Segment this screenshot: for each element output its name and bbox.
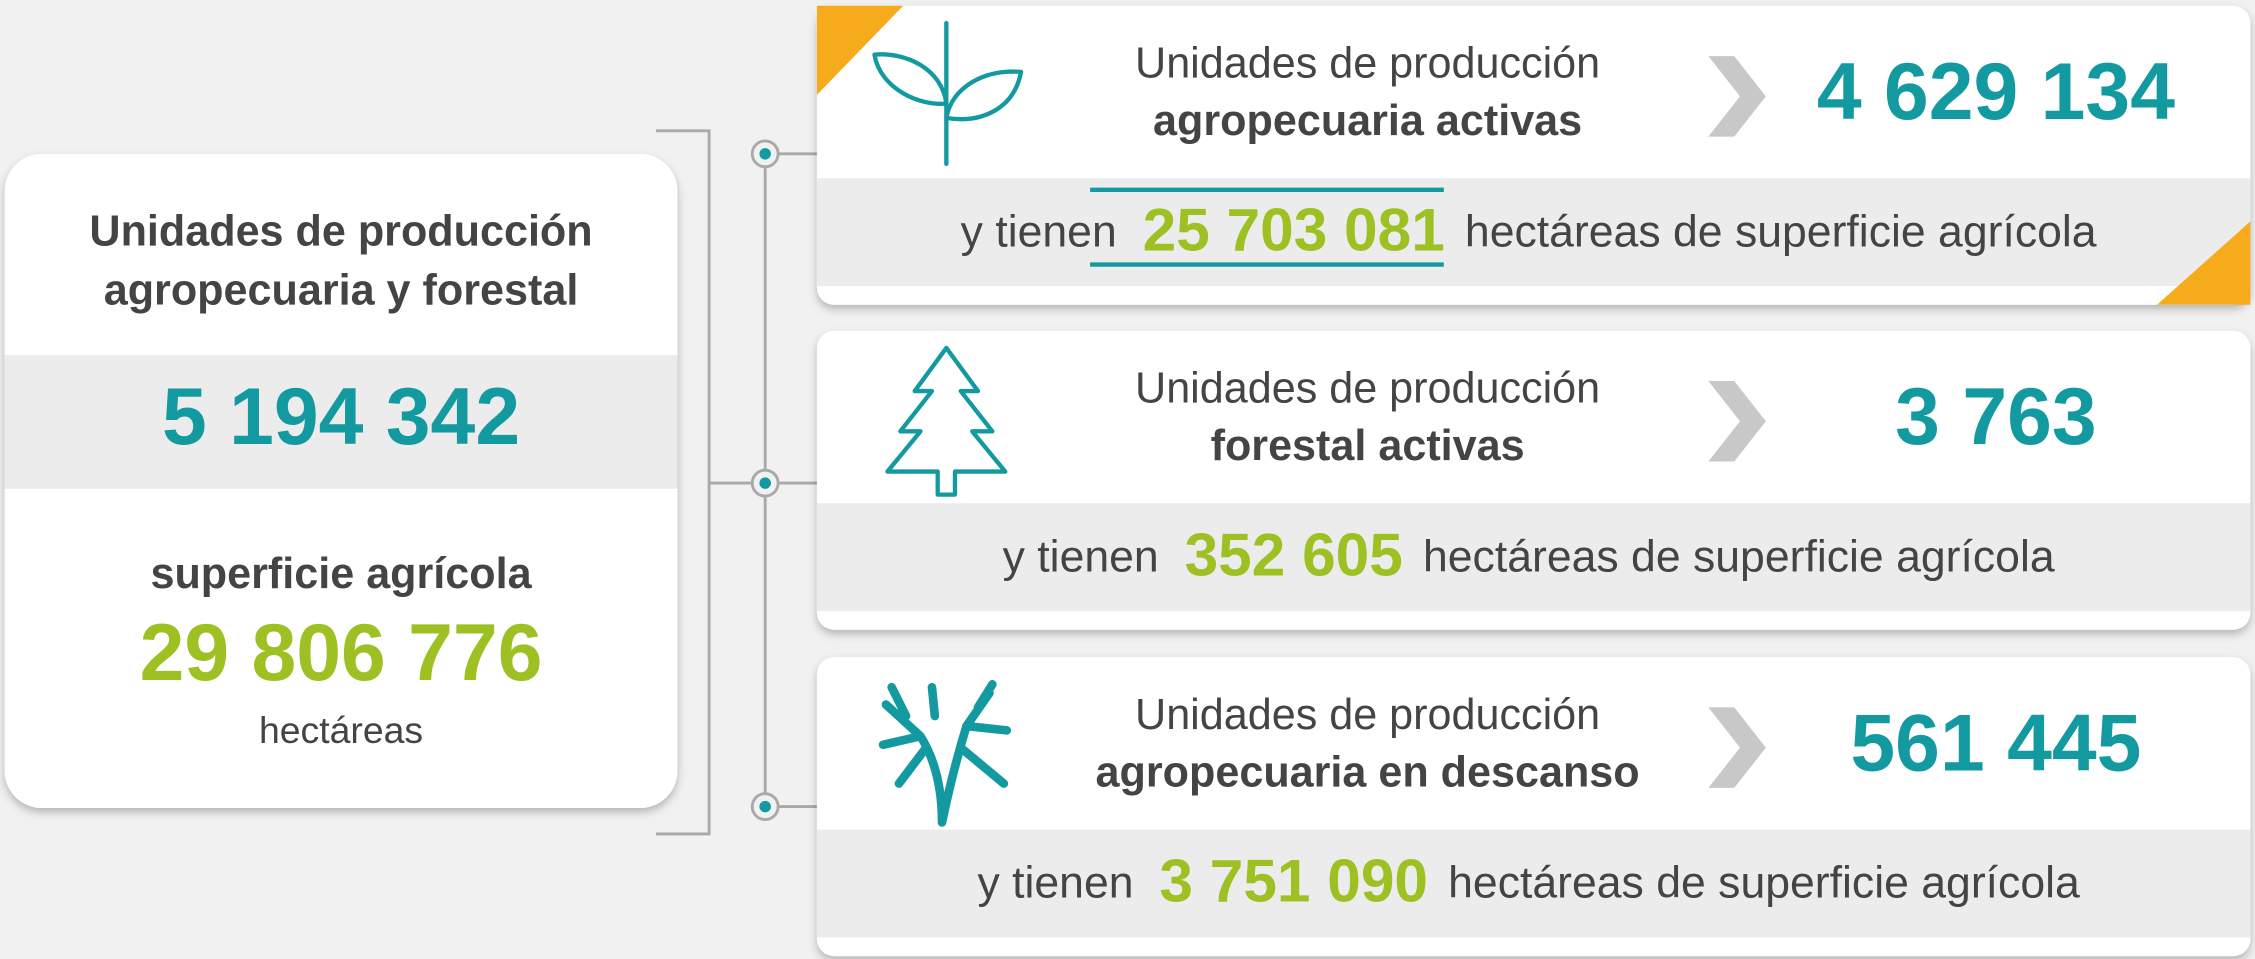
band-area: 3 751 090 [1159,847,1428,915]
chevron [1708,381,1766,462]
card-title: agropecuaria en descanso [1096,748,1640,796]
band-suffix: hectáreas de superficie agrícola [1448,858,2080,907]
card-title: agropecuaria activas [1153,97,1582,145]
connector-lines [709,152,817,809]
band-prefix: y tienen [1003,532,1159,581]
node-dot [759,800,771,813]
summary-card: Unidades de producción agropecuaria y fo… [4,153,678,809]
icon [885,345,1008,497]
band-area: 352 605 [1185,520,1403,588]
card-value: 3 763 [1895,372,2096,462]
card-band [816,503,2251,612]
chevron [1708,707,1766,788]
summary-title: Unidades de producción [89,208,592,256]
card: Unidades de producción agropecuaria activ… [816,5,2251,305]
area-unit: hectáreas [259,709,423,751]
chevron [1708,56,1766,137]
summary-total: 5 194 342 [162,372,520,462]
icon [872,20,1024,167]
card-title: Unidades de producción [1135,40,1600,88]
card-value: 4 629 134 [1817,47,2175,137]
card-band [816,829,2251,938]
band-prefix: y tienen [961,207,1117,256]
card-title: forestal activas [1211,422,1525,470]
card-title: Unidades de producción [1135,691,1600,739]
summary-band [4,355,678,489]
node-dot [759,148,771,160]
summary-title: agropecuaria y forestal [104,267,579,315]
card: Unidades de producción agropecuaria en de… [816,657,2251,957]
card: Unidades de producción forestal activas 3 … [816,330,2251,630]
band-suffix: hectáreas de superficie agrícola [1423,532,2055,581]
band-area: 25 703 081 [1143,195,1445,263]
connector [655,129,817,836]
band-text: y tienen 3 751 090 hectáreas de superficie… [977,847,2080,915]
icon [878,680,1012,827]
band-text: y tienen 25 703 081 hectáreas de superfici… [961,195,2097,263]
summary-area: 29 806 776 [140,608,543,698]
band-suffix: hectáreas de superficie agrícola [1465,207,2097,256]
node-dot [759,477,771,489]
card-title: Unidades de producción [1135,364,1600,412]
band-text: y tienen 352 605 hectáreas de superficie a… [1003,520,2055,588]
band-prefix: y tienen [977,858,1133,907]
card-value: 561 445 [1850,698,2141,788]
card-band [816,178,2251,287]
area-label: superficie agrícola [150,550,532,598]
